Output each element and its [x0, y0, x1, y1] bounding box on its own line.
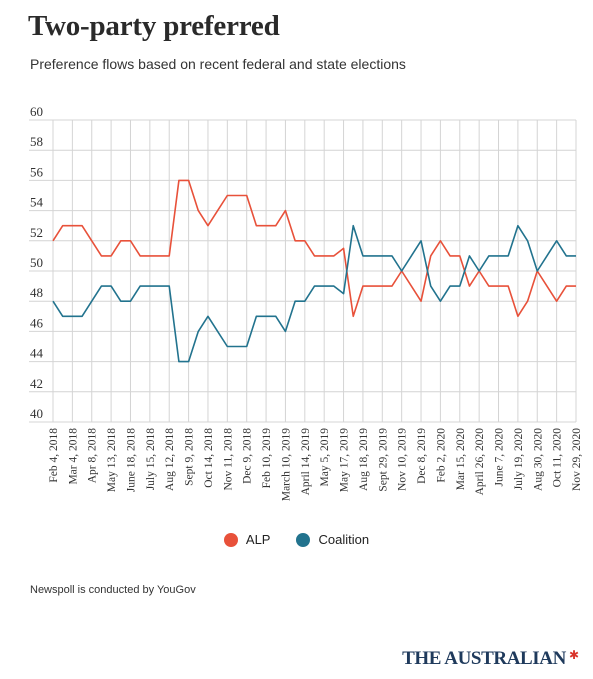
x-tick-label: Oct 14, 2018	[203, 428, 215, 488]
x-tick-label: July 15, 2018	[145, 428, 157, 491]
x-tick-label: June 18, 2018	[125, 428, 137, 492]
x-tick-label: Mar 15, 2020	[455, 428, 467, 491]
footnote: Newspoll is conducted by YouGov	[30, 584, 196, 596]
y-tick-label: 54	[30, 195, 44, 210]
x-axis-labels: Feb 4, 2018 Mar 4, 2018 Apr 8, 2018 May 13,…	[48, 428, 583, 501]
y-tick-label: 60	[30, 104, 43, 119]
x-tick-label: Apr 8, 2018	[87, 428, 99, 484]
series-lines	[52, 179, 576, 363]
series-line-alp[interactable]	[52, 179, 576, 318]
x-tick-label: May 5, 2019	[319, 428, 331, 487]
x-tick-label: Sept 9, 2018	[184, 428, 196, 486]
x-tick-label: May 17, 2019	[339, 428, 351, 492]
x-tick-label: March 10, 2019	[280, 428, 292, 501]
x-tick-label: Oct 11, 2020	[552, 428, 564, 488]
y-tick-label: 52	[30, 225, 43, 240]
x-tick-label: Dec 9, 2018	[242, 428, 254, 484]
y-tick-label: 56	[30, 164, 44, 179]
x-tick-label: Aug 18, 2019	[358, 428, 370, 491]
legend-item-coalition[interactable]: Coalition	[296, 532, 369, 547]
x-tick-label: Feb 4, 2018	[48, 428, 60, 483]
y-tick-label: 42	[30, 376, 43, 391]
y-tick-label: 48	[30, 285, 43, 300]
chart-subtitle: Preference flows based on recent federal…	[30, 56, 406, 72]
legend-item-alp[interactable]: ALP	[223, 532, 271, 547]
x-tick-label: Nov 10, 2019	[397, 428, 409, 491]
x-tick-label: Sept 29, 2019	[377, 428, 389, 492]
x-tick-label: April 14, 2019	[300, 428, 312, 496]
x-tick-label: April 26, 2020	[474, 428, 486, 496]
x-tick-label: Dec 8, 2019	[416, 428, 428, 484]
x-tick-label: Nov 29, 2020	[571, 428, 583, 491]
x-tick-label: Aug 12, 2018	[164, 428, 176, 491]
x-tick-label: Mar 4, 2018	[67, 428, 79, 485]
y-tick-label: 46	[30, 315, 44, 330]
x-tick-label: May 13, 2018	[106, 428, 118, 492]
y-tick-label: 58	[30, 134, 43, 149]
legend-label-alp: ALP	[245, 532, 271, 547]
coalition-swatch-icon	[296, 532, 311, 547]
y-tick-label: 44	[30, 346, 44, 361]
legend-label-coalition: Coalition	[318, 532, 370, 547]
alp-swatch-icon	[223, 532, 238, 547]
x-tick-label: Aug 30, 2020	[532, 428, 544, 491]
x-tick-label: Feb 2, 2020	[435, 428, 447, 483]
legend: ALP Coalition	[0, 532, 593, 547]
brand-logo[interactable]: THE AUSTRALIAN ✱	[402, 648, 579, 670]
y-tick-label: 40	[30, 406, 43, 421]
x-tick-label: June 7, 2020	[494, 428, 506, 487]
chart-title: Two-party preferred	[28, 10, 280, 42]
y-tick-label: 50	[30, 255, 43, 270]
star-icon: ✱	[568, 648, 579, 662]
brand-name: THE AUSTRALIAN	[402, 648, 566, 669]
x-tick-label: July 19, 2020	[513, 428, 525, 491]
series-line-coalition[interactable]	[52, 224, 576, 363]
grid-lines	[29, 119, 577, 423]
x-tick-label: Feb 10, 2019	[261, 428, 273, 489]
y-axis-labels: 40 42 44 46 48 50 52 54 56 58 60	[30, 104, 44, 421]
x-tick-label: Nov 11, 2018	[222, 428, 234, 491]
